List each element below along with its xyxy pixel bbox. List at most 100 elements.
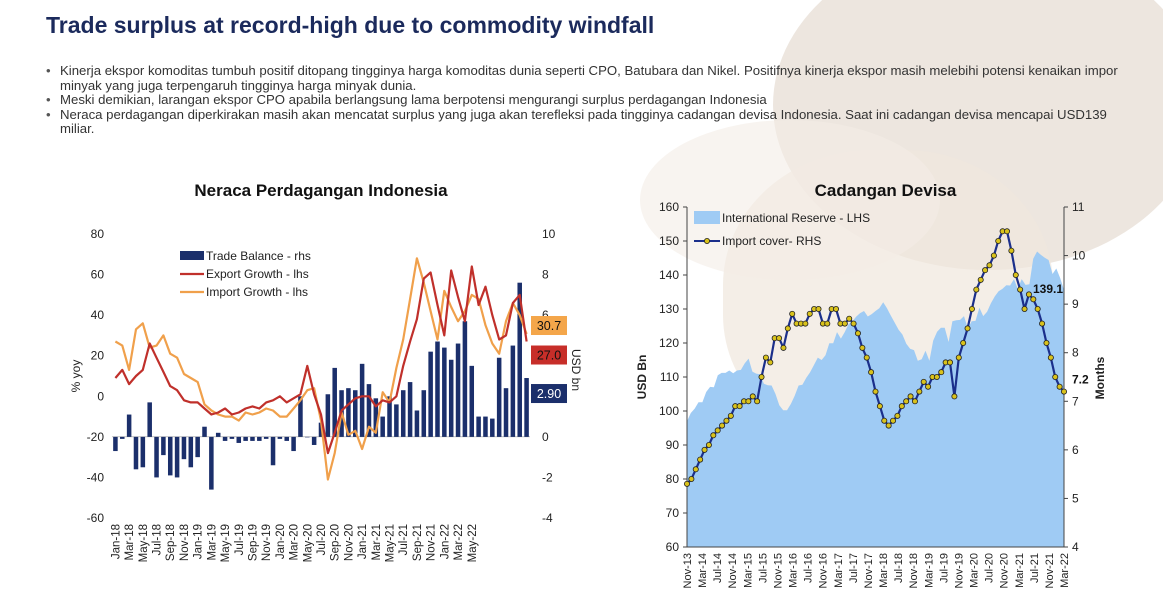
x-tick-label: May-20 bbox=[302, 524, 314, 562]
x-tick-label: Sep-18 bbox=[165, 524, 177, 561]
x-tick-label: May-21 bbox=[385, 524, 397, 562]
trade-balance-bar bbox=[140, 436, 146, 468]
import-cover-point bbox=[1043, 339, 1050, 346]
import-cover-point bbox=[1056, 383, 1063, 390]
import-cover-point bbox=[964, 325, 971, 332]
y-tick-label: 150 bbox=[659, 234, 679, 248]
trade-balance-bar bbox=[222, 436, 228, 441]
trade-balance-bar bbox=[462, 321, 468, 437]
x-tick-label: Mar-22 bbox=[453, 524, 465, 560]
y-tick-label: 90 bbox=[666, 438, 680, 452]
x-tick-label: Mar-22 bbox=[1059, 553, 1071, 588]
y2-tick-label: -2 bbox=[542, 470, 553, 484]
x-tick-label: Nov-21 bbox=[426, 524, 438, 561]
import-cover-point bbox=[701, 446, 708, 453]
trade-balance-bar bbox=[332, 367, 337, 437]
import-cover-point bbox=[933, 373, 940, 380]
y2-tick-label: -4 bbox=[542, 511, 553, 525]
x-tick-label: Nov-16 bbox=[818, 553, 830, 588]
x-tick-label: Jul-16 bbox=[803, 553, 815, 583]
value-callout-box bbox=[531, 345, 567, 365]
import-cover-point bbox=[986, 262, 993, 269]
trade-balance-bar bbox=[284, 436, 289, 441]
import-cover-point bbox=[850, 320, 857, 327]
x-tick-label: Jul-19 bbox=[938, 553, 950, 583]
bullet-list: Kinerja ekspor komoditas tumbuh positif … bbox=[46, 63, 1136, 137]
trade-balance-bar bbox=[147, 402, 152, 437]
y-axis-label: % yoy bbox=[69, 360, 83, 393]
import-cover-point bbox=[806, 310, 813, 317]
trade-balance-bar bbox=[346, 388, 351, 437]
trade-balance-bar bbox=[181, 436, 187, 460]
import-cover-point bbox=[854, 330, 861, 337]
y-tick-label: 120 bbox=[659, 336, 679, 350]
x-tick-label: Jul-21 bbox=[398, 524, 410, 555]
y2-tick-label: 0 bbox=[542, 430, 549, 444]
reserve-area bbox=[687, 251, 1064, 547]
import-cover-point bbox=[898, 403, 905, 410]
y-tick-label: 40 bbox=[91, 308, 105, 322]
import-cover-point bbox=[876, 403, 883, 410]
trade-balance-bar bbox=[154, 436, 159, 478]
import-cover-point bbox=[1052, 373, 1059, 380]
import-cover-point bbox=[1017, 286, 1024, 293]
y-tick-label: 160 bbox=[659, 200, 679, 214]
import-cover-point bbox=[977, 276, 984, 283]
page-title: Trade surplus at record-high due to comm… bbox=[46, 12, 655, 38]
trade-balance-bar bbox=[400, 390, 406, 437]
trade-balance-bar bbox=[380, 416, 385, 437]
import-cover-point bbox=[951, 393, 958, 400]
y-tick-label: 60 bbox=[91, 268, 105, 282]
y2-tick-label: 7 bbox=[1072, 394, 1079, 408]
x-tick-label: Nov-20 bbox=[999, 553, 1011, 588]
trade-balance-bar bbox=[133, 436, 139, 470]
trade-balance-bar bbox=[394, 404, 399, 437]
trade-balance-bar bbox=[263, 436, 269, 439]
x-tick-label: Jul-21 bbox=[1029, 553, 1041, 583]
x-tick-label: Jan-18 bbox=[110, 524, 122, 559]
y-tick-label: 130 bbox=[659, 302, 679, 316]
value-callout-box bbox=[531, 316, 567, 336]
trade-balance-bar bbox=[277, 436, 283, 439]
trade-balance-bar bbox=[305, 436, 310, 438]
import-cover-point bbox=[885, 422, 892, 429]
import-cover-point bbox=[1021, 305, 1028, 312]
trade-balance-bar bbox=[243, 436, 248, 441]
y-tick-label: 80 bbox=[91, 227, 105, 241]
trade-balance-bar bbox=[126, 414, 132, 437]
import-cover-point bbox=[802, 320, 809, 327]
import-cover-point bbox=[881, 417, 888, 424]
x-tick-label: Mar-20 bbox=[969, 553, 981, 588]
import-cover-point bbox=[758, 373, 765, 380]
import-cover-point bbox=[710, 432, 717, 439]
x-tick-label: Nov-19 bbox=[261, 524, 273, 561]
legend-entry: International Reserve - LHS bbox=[722, 211, 870, 225]
trade-balance-bar bbox=[229, 436, 235, 439]
trade-balance-bar bbox=[490, 418, 495, 437]
x-tick-label: Jan-21 bbox=[357, 524, 369, 559]
trade-balance-bar bbox=[510, 345, 516, 437]
import-cover-point bbox=[723, 417, 730, 424]
import-cover-point bbox=[982, 267, 989, 274]
x-tick-label: Jul-15 bbox=[757, 553, 769, 583]
trade-balance-bar bbox=[120, 436, 125, 439]
x-tick-label: Mar-21 bbox=[1014, 553, 1026, 588]
y2-axis-label: USD bn bbox=[569, 349, 583, 391]
x-tick-label: Nov-18 bbox=[179, 524, 191, 561]
trade-balance-bar bbox=[469, 365, 475, 437]
x-tick-label: Sep-19 bbox=[247, 524, 259, 561]
x-tick-label: Sep-21 bbox=[412, 524, 424, 561]
import-cover-point bbox=[684, 480, 691, 487]
value-callout-label: 30.7 bbox=[537, 319, 561, 333]
trade-balance-bar bbox=[448, 359, 454, 437]
y2-tick-label: 5 bbox=[1072, 491, 1079, 505]
trade-balance-bar bbox=[503, 388, 509, 437]
import-cover-point bbox=[1039, 320, 1046, 327]
x-tick-label: Jan-20 bbox=[275, 524, 287, 559]
y-tick-label: 80 bbox=[666, 472, 680, 486]
x-tick-label: Nov-19 bbox=[953, 553, 965, 588]
y-tick-label: 20 bbox=[91, 349, 105, 363]
trade-balance-bar bbox=[359, 363, 365, 437]
y2-tick-label: 11 bbox=[1072, 200, 1085, 214]
x-tick-label: May-19 bbox=[220, 524, 232, 562]
